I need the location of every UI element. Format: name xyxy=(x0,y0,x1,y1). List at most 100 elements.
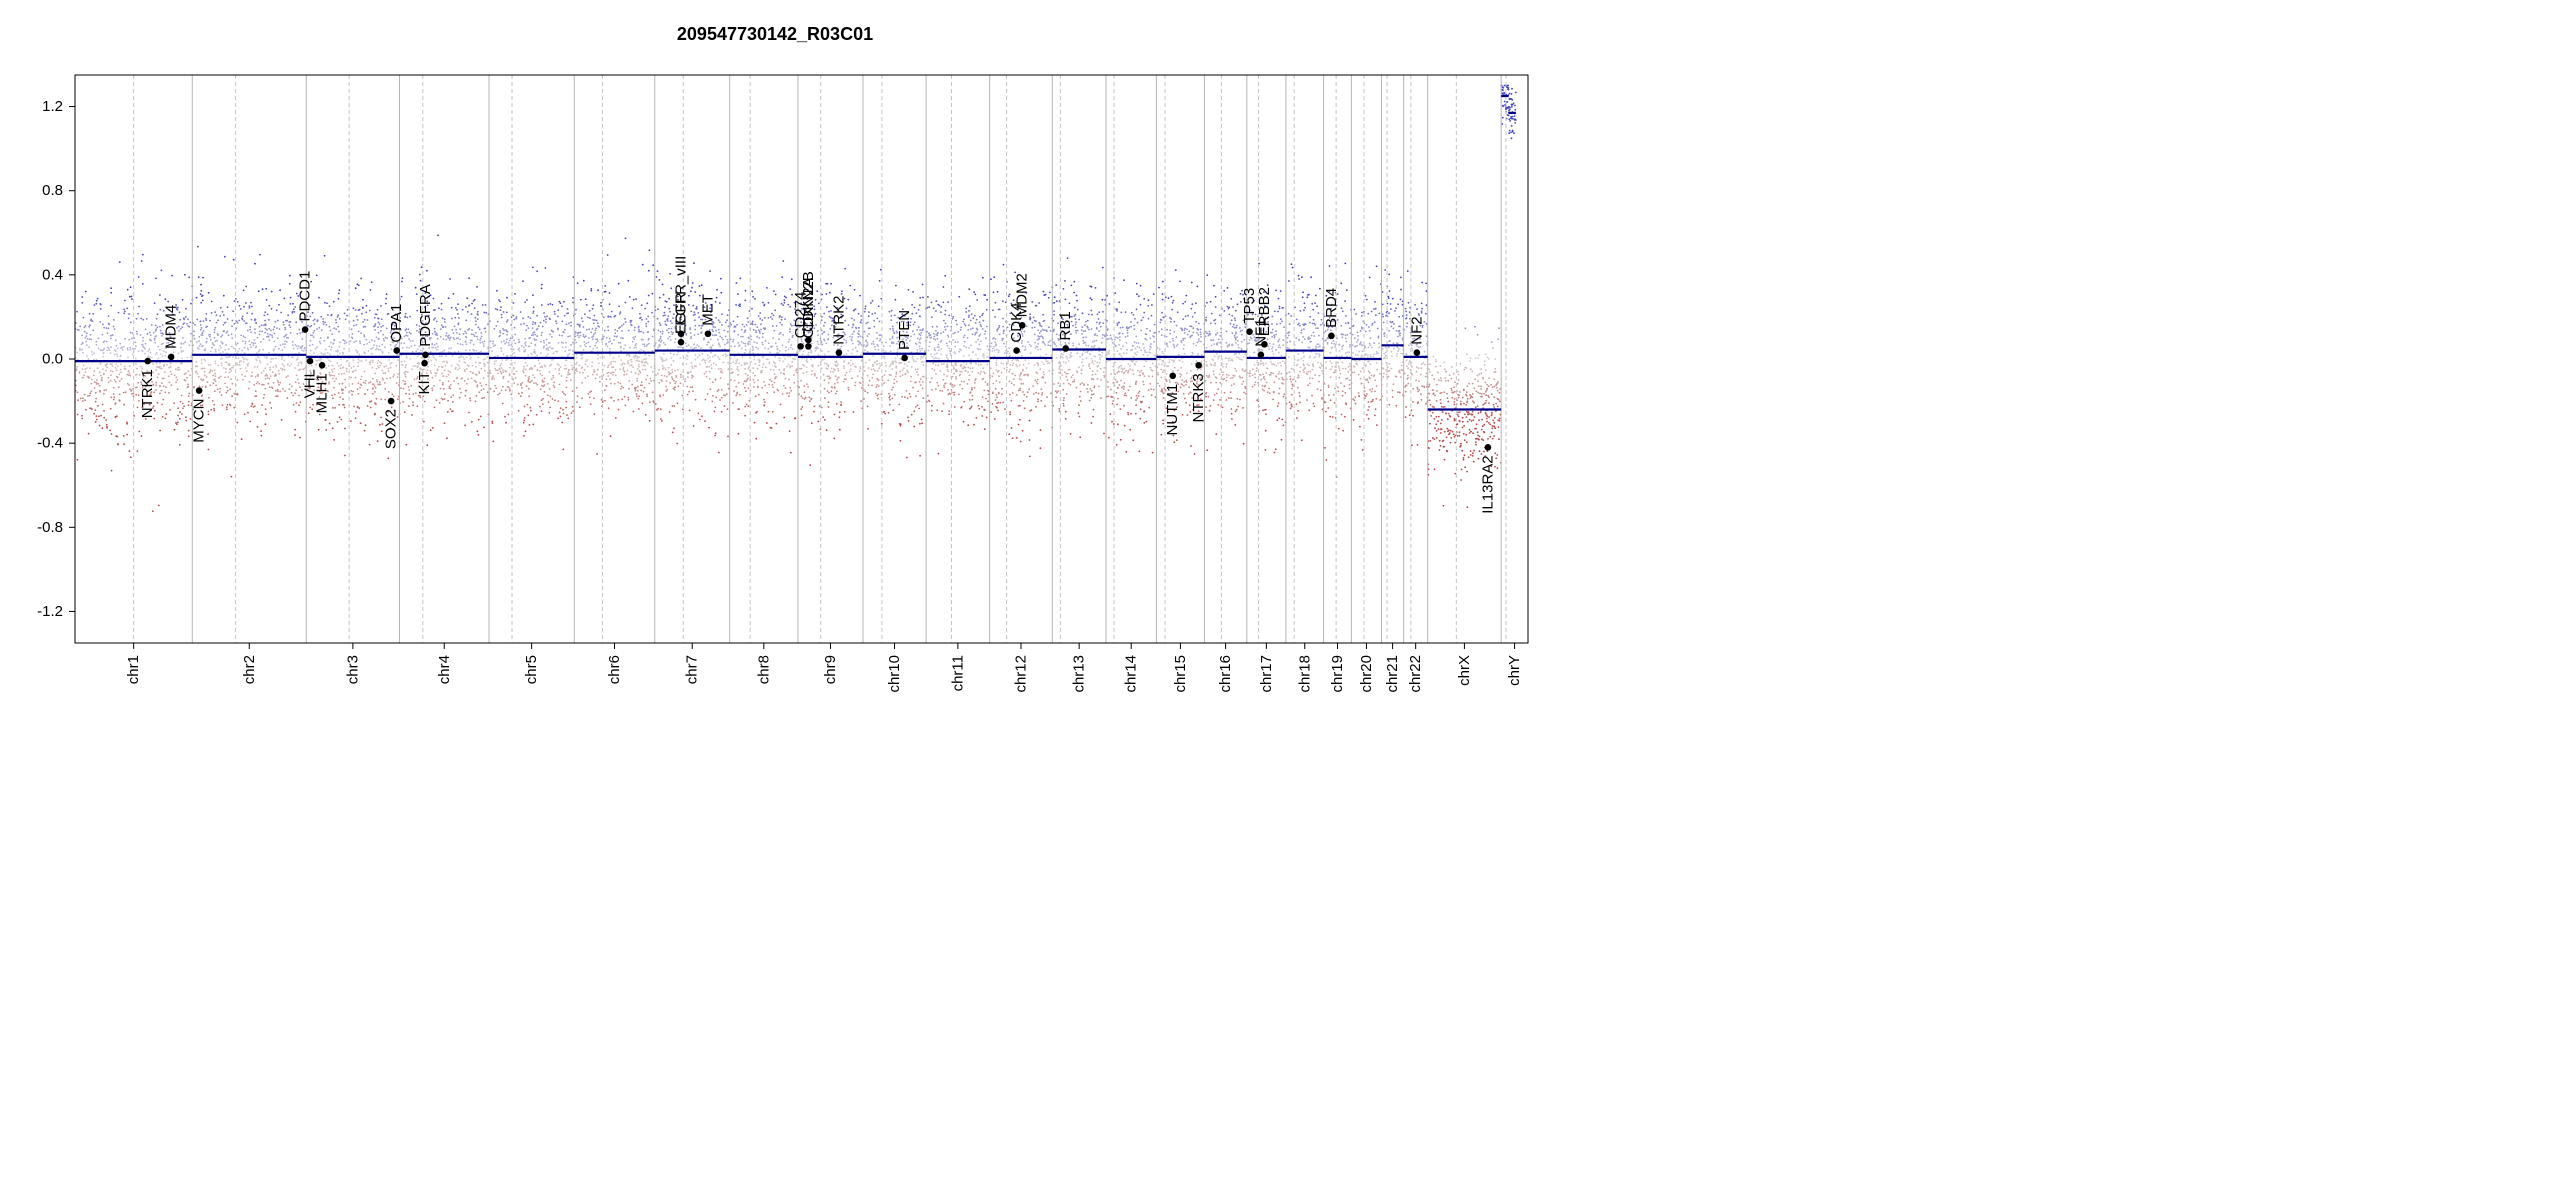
probe-point xyxy=(550,330,553,332)
probe-point xyxy=(624,237,627,240)
probe-point xyxy=(630,323,632,326)
probe-point xyxy=(404,315,407,318)
probe-point xyxy=(470,333,473,335)
probe-point xyxy=(502,332,505,335)
probe-point xyxy=(847,388,850,391)
probe-point xyxy=(706,343,708,346)
probe-point xyxy=(246,312,249,314)
probe-point xyxy=(289,326,292,328)
probe-point xyxy=(259,361,262,364)
probe-point xyxy=(360,277,362,280)
probe-point xyxy=(831,324,833,327)
probe-point xyxy=(200,327,203,329)
probe-point xyxy=(764,347,766,349)
probe-point xyxy=(426,335,429,338)
probe-point xyxy=(752,328,755,331)
probe-point xyxy=(431,346,433,349)
probe-point xyxy=(152,331,155,334)
probe-point xyxy=(454,307,457,309)
probe-point xyxy=(800,408,803,410)
probe-point xyxy=(409,358,412,360)
probe-point xyxy=(508,389,511,392)
probe-point xyxy=(134,386,137,389)
probe-point xyxy=(571,349,574,352)
probe-point xyxy=(910,335,912,338)
probe-point xyxy=(897,340,900,343)
probe-point xyxy=(497,372,499,375)
probe-point xyxy=(387,410,389,413)
probe-point xyxy=(851,336,854,338)
probe-point xyxy=(448,385,451,388)
probe-point xyxy=(917,326,920,329)
probe-point xyxy=(634,389,637,391)
probe-point xyxy=(313,329,316,332)
probe-point xyxy=(814,373,816,375)
probe-point xyxy=(179,318,182,321)
probe-point xyxy=(552,376,555,379)
probe-point xyxy=(240,438,243,441)
probe-point xyxy=(441,381,444,384)
probe-point xyxy=(628,296,631,298)
probe-point xyxy=(227,376,230,378)
probe-point xyxy=(95,343,98,346)
probe-point xyxy=(888,310,891,313)
probe-point xyxy=(137,312,140,315)
probe-point xyxy=(370,347,373,350)
probe-point xyxy=(919,337,922,339)
probe-point xyxy=(825,282,828,285)
probe-point xyxy=(835,390,838,393)
probe-point xyxy=(430,372,433,374)
probe-point xyxy=(92,312,95,315)
probe-point xyxy=(174,368,177,371)
probe-point xyxy=(779,403,782,406)
probe-point xyxy=(546,353,549,355)
probe-point xyxy=(117,311,120,314)
probe-point xyxy=(299,332,301,334)
probe-point xyxy=(704,359,707,362)
probe-point xyxy=(758,330,761,333)
probe-point xyxy=(184,341,187,343)
probe-point xyxy=(726,319,728,322)
probe-point xyxy=(682,408,684,411)
probe-point xyxy=(310,364,313,367)
probe-point xyxy=(638,365,640,368)
probe-point xyxy=(176,326,178,329)
probe-point xyxy=(582,326,585,328)
probe-point xyxy=(352,307,355,310)
probe-point xyxy=(153,409,156,412)
probe-point xyxy=(955,376,957,378)
probe-point xyxy=(789,288,792,290)
probe-point xyxy=(732,338,735,341)
probe-point xyxy=(584,377,587,379)
probe-point xyxy=(352,390,354,393)
probe-point xyxy=(834,326,837,328)
probe-point xyxy=(935,373,937,375)
probe-point xyxy=(232,356,234,358)
probe-point xyxy=(942,286,945,288)
probe-point xyxy=(671,371,674,374)
probe-point xyxy=(309,406,312,409)
probe-point xyxy=(860,400,862,402)
probe-point xyxy=(360,332,363,335)
probe-point xyxy=(567,349,570,352)
probe-point xyxy=(801,406,804,408)
probe-point xyxy=(823,419,826,421)
probe-point xyxy=(530,342,533,345)
probe-point xyxy=(701,353,704,355)
probe-point xyxy=(832,370,834,373)
probe-point xyxy=(798,386,801,389)
probe-point xyxy=(634,344,637,347)
probe-point xyxy=(344,427,346,430)
probe-point xyxy=(265,413,268,416)
probe-point xyxy=(775,422,778,425)
probe-point xyxy=(271,371,274,374)
probe-point xyxy=(597,354,600,356)
probe-point xyxy=(589,403,592,406)
probe-point xyxy=(290,363,293,365)
probe-point xyxy=(626,369,629,372)
probe-point xyxy=(732,320,735,323)
probe-point xyxy=(442,383,444,386)
probe-point xyxy=(337,314,339,316)
probe-point xyxy=(136,406,139,409)
probe-point xyxy=(710,367,713,370)
